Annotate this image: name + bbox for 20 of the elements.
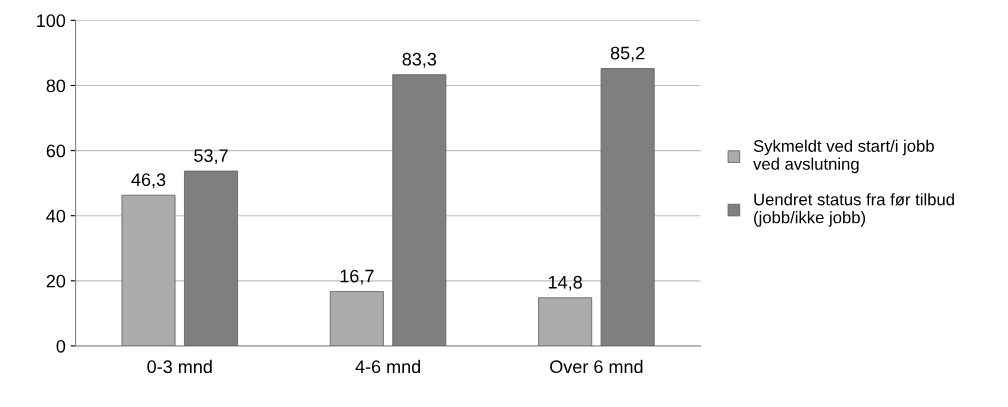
y-tick-label: 60 — [46, 144, 66, 158]
data-label: 83,3 — [402, 52, 437, 68]
bar — [329, 291, 384, 346]
y-tick-label: 20 — [46, 274, 66, 288]
data-label: 16,7 — [340, 269, 374, 285]
data-label: 14,8 — [548, 275, 582, 291]
y-tick-label: 80 — [46, 79, 66, 93]
bar — [121, 194, 176, 346]
legend-label: Uendret status fra før tilbud (jobb/ikke jobb) — [754, 193, 954, 227]
legend-label: Sykmeldt ved start/i jobb ved avslutning — [753, 139, 934, 174]
x-tick-label: 0-3 mnd — [147, 359, 212, 374]
data-label: 85,2 — [610, 46, 645, 62]
data-label: 46,3 — [131, 173, 166, 189]
x-tick-label: Over 6 mnd — [550, 359, 643, 374]
x-tick-label: 4-6 mnd — [355, 359, 421, 374]
y-tick-label: 0 — [56, 339, 66, 353]
y-tick-label: 40 — [46, 209, 66, 223]
data-label: 53,7 — [194, 149, 228, 165]
y-tick-label: 100 — [37, 14, 66, 28]
bar — [538, 297, 593, 346]
